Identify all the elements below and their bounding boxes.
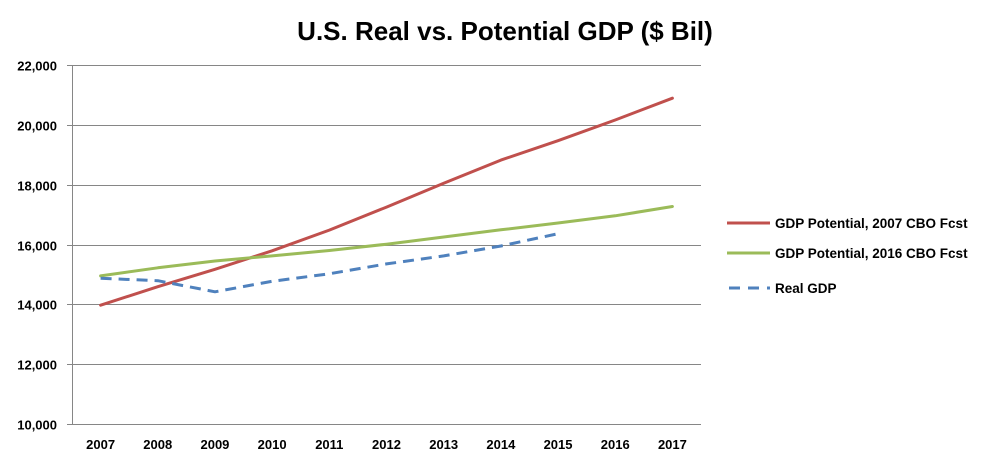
series-line-1 (99, 96, 674, 307)
y-tick-label: 14,000 (17, 298, 57, 313)
legend: GDP Potential, 2007 CBO Fcst GDP Potentia… (727, 216, 968, 296)
legend-item: GDP Potential, 2007 CBO Fcst (727, 216, 968, 231)
x-tick-label: 2011 (315, 437, 343, 452)
series-line-2 (99, 205, 674, 278)
x-tick-label: 2008 (143, 437, 172, 452)
x-tick-label: 2007 (86, 437, 115, 452)
y-tick-label: 12,000 (17, 358, 57, 373)
series-lines (99, 96, 674, 307)
legend-item: GDP Potential, 2016 CBO Fcst (727, 246, 968, 261)
y-tick-label: 16,000 (17, 239, 57, 254)
series-line-3 (100, 232, 559, 294)
x-tick-label: 2014 (486, 437, 516, 452)
legend-item: Real GDP (729, 281, 837, 296)
legend-label: GDP Potential, 2007 CBO Fcst (775, 216, 968, 231)
legend-label: Real GDP (775, 281, 837, 296)
x-tick-label: 2013 (429, 437, 458, 452)
y-tick-label: 18,000 (17, 179, 57, 194)
x-tick-label: 2012 (372, 437, 401, 452)
y-tick-label: 22,000 (17, 59, 57, 74)
x-tick-label: 2016 (601, 437, 630, 452)
x-tick-label: 2017 (658, 437, 687, 452)
x-tick-label: 2009 (200, 437, 229, 452)
x-tick-label: 2015 (544, 437, 573, 452)
x-axis: 2007 2008 2009 2010 2011 2012 2013 2014 2015 2016… (72, 424, 701, 452)
legend-label: GDP Potential, 2016 CBO Fcst (775, 246, 968, 261)
x-tick-label: 2010 (258, 437, 287, 452)
y-tick-label: 20,000 (17, 119, 57, 134)
y-axis: 10,000 12,000 14,000 16,000 18,000 20,000 22,0… (17, 59, 73, 433)
y-tick-label: 10,000 (17, 418, 57, 433)
chart-title: U.S. Real vs. Potential GDP ($ Bil) (297, 16, 713, 46)
